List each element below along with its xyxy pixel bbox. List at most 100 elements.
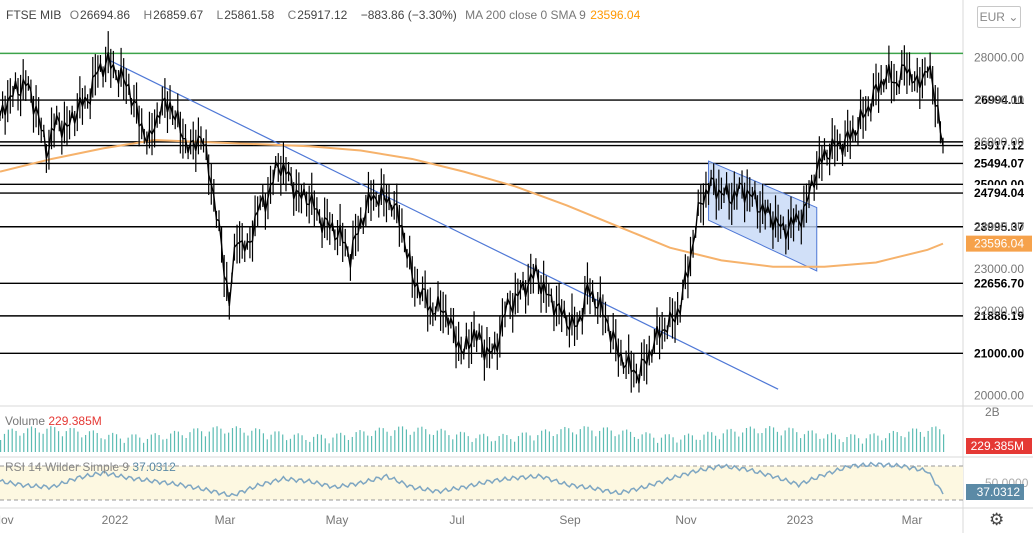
y-tick-label: 26000.00 — [974, 135, 1024, 149]
volume-bar — [378, 427, 380, 452]
volume-bar — [278, 431, 280, 452]
volume-bar — [776, 431, 779, 452]
volume-bar — [792, 428, 794, 452]
volume-bar — [537, 435, 539, 452]
volume-bar — [320, 434, 322, 452]
volume-bar — [935, 426, 937, 452]
volume-bar — [30, 426, 33, 452]
volume-bar — [796, 432, 798, 452]
volume-tag-label: 229.385M — [971, 439, 1024, 453]
volume-bar — [270, 434, 272, 452]
volume-bar — [38, 432, 40, 452]
volume-bar — [398, 426, 400, 452]
volume-bar — [170, 433, 172, 452]
volume-bar — [560, 429, 562, 452]
volume-bar — [328, 443, 330, 452]
volume-bar — [131, 434, 133, 452]
volume-bar — [649, 433, 651, 452]
volume-bar — [657, 442, 659, 452]
volume-value: 229.385M — [48, 414, 102, 428]
ma-label[interactable]: MA 200 close 0 SMA 9 — [465, 8, 586, 22]
level-tag-bg — [966, 345, 1032, 362]
volume-bar — [834, 434, 836, 452]
time-axis[interactable]: Nov 2022 Mar May Jul Sep Nov 2023 Mar — [0, 513, 922, 527]
x-tick-label: Mar — [902, 513, 923, 527]
volume-bar — [413, 431, 415, 452]
volume-bar — [343, 435, 346, 452]
volume-bar — [471, 441, 473, 452]
volume-bar — [788, 427, 790, 452]
volume-bar — [34, 428, 36, 452]
volume-bar — [324, 438, 326, 452]
currency-label: EUR — [979, 10, 1005, 24]
volume-bar — [668, 434, 670, 452]
volume-bar — [486, 436, 489, 452]
volume-bar — [823, 438, 825, 452]
symbol-name[interactable]: FTSE MIB — [6, 8, 62, 22]
volume-bar — [42, 433, 44, 452]
volume-bar — [456, 434, 458, 452]
volume-bar — [637, 438, 639, 452]
volume-bar — [707, 431, 709, 452]
volume-bar — [0, 440, 2, 452]
volume-bar — [11, 428, 13, 452]
volume-bar — [185, 437, 187, 452]
rsi-tag-label: 37.0312 — [977, 485, 1021, 499]
volume-bar — [336, 433, 338, 452]
level-tag: 26994.11 — [966, 92, 1032, 109]
volume-bar — [711, 432, 713, 452]
high-label: H — [143, 8, 153, 22]
volume-bar — [421, 426, 423, 452]
volume-bar — [672, 437, 674, 452]
volume-bar — [305, 439, 307, 452]
volume-bar — [448, 435, 450, 452]
price-axis[interactable]: 26994.1126004.8525917.1225494.0725000.00… — [966, 51, 1032, 403]
volume-bar — [861, 443, 864, 452]
volume-bar — [718, 439, 721, 452]
volume-bar — [556, 434, 558, 452]
volume-bar — [394, 430, 396, 452]
volume-bar — [162, 439, 164, 452]
volume-bar — [695, 439, 697, 452]
volume-bar — [77, 431, 79, 452]
change-value: −883.86 (−3.30%) — [360, 8, 457, 22]
rsi-line — [0, 461, 944, 498]
volume-bar — [231, 428, 234, 452]
x-tick-label: May — [326, 513, 349, 527]
ma-200-line — [0, 138, 944, 268]
volume-bar — [827, 434, 829, 452]
currency-selector[interactable]: EUR ⌄ — [977, 6, 1021, 28]
level-tag-bg — [966, 218, 1032, 235]
volume-bar — [193, 428, 195, 452]
level-tag-label: 21886.19 — [974, 309, 1024, 323]
volume-bar — [247, 435, 249, 452]
volume-bar — [119, 438, 122, 452]
volume-bar — [351, 436, 353, 452]
level-tag-label: 25494.07 — [974, 156, 1024, 170]
rsi-legend[interactable]: RSI 14 Wilder Simple 9 37.0312 — [5, 460, 176, 474]
volume-legend[interactable]: Volume 229.385M — [5, 414, 102, 428]
close-value: 25917.12 — [297, 8, 348, 22]
volume-bar — [142, 442, 145, 452]
volume-bar — [912, 428, 914, 452]
volume-bar — [139, 437, 141, 452]
volume-bar — [587, 426, 589, 452]
volume-bar — [189, 432, 191, 452]
volume-bar — [745, 427, 748, 452]
volume-bar — [363, 431, 365, 452]
volume-bar — [552, 436, 554, 452]
volume-bar — [173, 430, 176, 452]
volume-bar — [216, 426, 218, 452]
volume-bar — [811, 430, 813, 452]
level-tag: 23995.37 — [966, 218, 1032, 235]
open-label: O — [69, 8, 80, 22]
volume-bar — [846, 437, 848, 452]
gear-icon[interactable]: ⚙ — [989, 510, 1005, 529]
volume-bar — [258, 429, 261, 452]
rsi-value: 37.0312 — [132, 460, 176, 474]
volume-bar — [892, 430, 894, 452]
volume-bar — [869, 434, 871, 452]
volume-bar — [371, 436, 373, 452]
volume-bar — [228, 432, 230, 452]
